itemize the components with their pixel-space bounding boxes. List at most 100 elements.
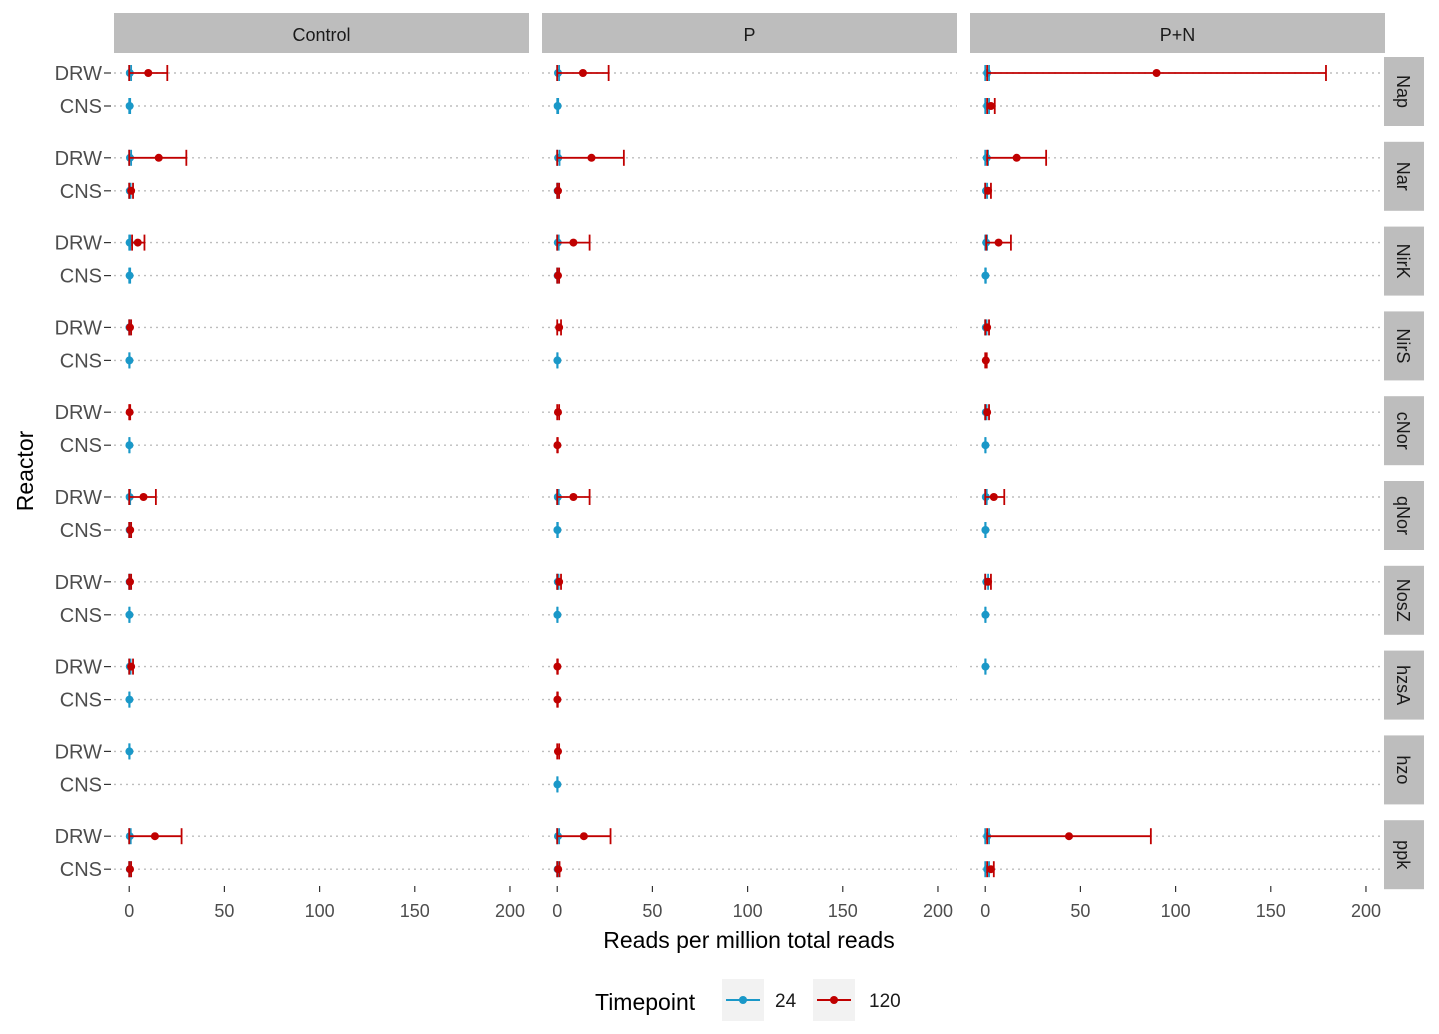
legend-label-24: 24	[775, 991, 797, 1012]
point-group-24	[125, 267, 134, 284]
point-group-120	[986, 828, 1152, 845]
strip-bg-row	[1384, 650, 1424, 720]
strip-bg-row	[1384, 311, 1424, 381]
point-group-120	[984, 182, 993, 199]
data-point	[983, 323, 992, 332]
point-group-120	[553, 691, 562, 708]
strip-label-row: hzsA	[1393, 665, 1413, 705]
strip-bg-col	[114, 13, 529, 53]
data-point	[125, 323, 134, 332]
data-point	[981, 662, 990, 671]
data-point	[125, 356, 134, 365]
strip-label-row: hzo	[1393, 755, 1413, 784]
data-point	[125, 610, 134, 619]
data-point	[125, 865, 134, 874]
data-point	[981, 356, 990, 365]
data-point	[150, 832, 159, 841]
data-point	[984, 577, 993, 586]
point-group-24	[981, 658, 990, 675]
data-point	[1064, 832, 1073, 841]
point-group-120	[553, 267, 562, 284]
strip-bg-row	[1384, 481, 1424, 550]
legend-key-24-point	[739, 996, 747, 1004]
point-group-24	[981, 606, 990, 623]
y-tick-label: DRW	[55, 487, 103, 509]
y-tick-label: CNS	[60, 96, 102, 118]
data-point	[144, 69, 153, 77]
data-point	[981, 526, 990, 534]
strip-label-row: Nar	[1393, 162, 1413, 191]
point-group-120	[983, 319, 992, 336]
y-tick-label: CNS	[60, 350, 102, 372]
strip-bg-row	[1384, 226, 1424, 296]
data-point	[981, 271, 990, 280]
strip-label-col: Control	[292, 25, 350, 45]
y-tick-label: DRW	[55, 148, 103, 170]
point-group-120	[986, 861, 995, 878]
data-point	[553, 441, 562, 450]
point-group-24	[981, 267, 990, 284]
y-axis: DRW CNS DRW CNS DRW CNS DRW CNS DRW CNS DRW CNS DRW C…	[55, 63, 111, 881]
point-group-24	[553, 352, 562, 369]
data-point	[553, 747, 562, 756]
data-point	[125, 271, 134, 280]
point-group-120	[556, 489, 591, 505]
strip-bg-row	[1384, 396, 1424, 466]
point-group-24	[553, 98, 562, 114]
point-group-120	[984, 489, 1006, 505]
y-tick-label: DRW	[55, 63, 103, 85]
y-tick-label: CNS	[60, 520, 102, 542]
y-tick-label: DRW	[55, 572, 103, 594]
point-group-24	[125, 98, 134, 114]
strip-bg-col	[542, 13, 957, 53]
data-point	[553, 780, 562, 789]
y-tick-label: CNS	[60, 435, 102, 457]
y-tick-label: CNS	[60, 774, 102, 796]
data-point	[125, 577, 134, 586]
point-group-120	[985, 234, 1012, 251]
data-point	[553, 662, 562, 671]
strip-bg-row	[1384, 141, 1424, 211]
point-group-24	[125, 437, 134, 454]
data-point	[553, 695, 562, 704]
point-group-120	[125, 404, 134, 421]
point-group-24	[553, 606, 562, 623]
data-point	[578, 69, 587, 77]
point-group-120	[127, 182, 136, 199]
data-point	[1152, 69, 1161, 77]
data-point	[569, 493, 578, 501]
data-point	[569, 238, 578, 247]
data-point	[553, 610, 562, 619]
x-tick-label: 50	[642, 901, 662, 921]
point-group-24	[125, 606, 134, 623]
x-tick-label: 150	[400, 901, 430, 921]
point-group-120	[553, 404, 562, 421]
point-group-120	[131, 234, 146, 251]
point-group-120	[128, 149, 188, 166]
point-group-120	[127, 658, 136, 675]
strip-bg-row	[1384, 565, 1424, 635]
data-point	[981, 610, 990, 619]
point-group-120	[986, 149, 1048, 166]
point-group-24	[981, 522, 990, 538]
x-tick-label: 150	[828, 901, 858, 921]
point-group-120	[555, 319, 564, 336]
strip-label-row: Nap	[1393, 75, 1413, 108]
strip-bg-row	[1384, 57, 1424, 126]
point-group-120	[553, 743, 562, 760]
x-tick-label: 50	[214, 901, 234, 921]
x-tick-label: 50	[1070, 901, 1090, 921]
strip-label-col: P+N	[1160, 25, 1196, 45]
data-point	[553, 408, 562, 417]
strip-bg-col	[970, 13, 1385, 53]
point-group-120	[126, 522, 135, 538]
data-point	[986, 102, 995, 110]
data-point	[125, 441, 134, 450]
point-group-24	[125, 691, 134, 708]
y-tick-label: CNS	[60, 690, 102, 712]
data-point	[989, 493, 998, 501]
data-point	[125, 747, 134, 756]
data-marks	[125, 65, 1327, 878]
point-group-120	[983, 404, 992, 421]
